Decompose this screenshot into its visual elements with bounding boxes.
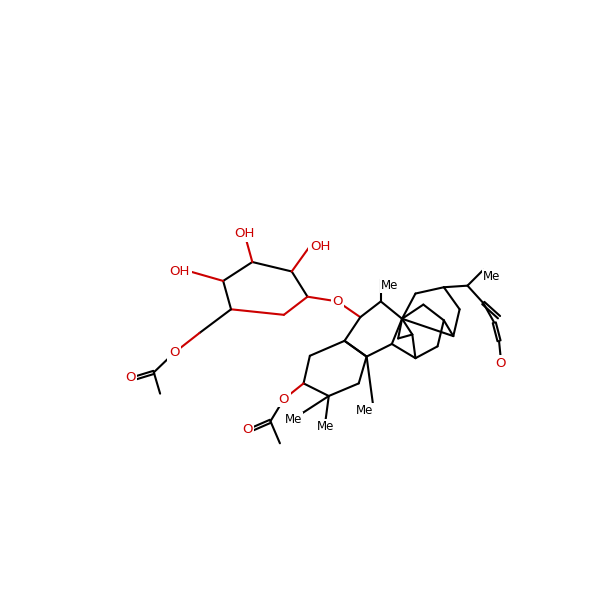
Text: O: O xyxy=(496,356,506,370)
Text: Me: Me xyxy=(381,280,398,292)
Text: Me: Me xyxy=(317,419,334,433)
Text: O: O xyxy=(278,392,289,406)
Text: Me: Me xyxy=(483,270,500,283)
Text: OH: OH xyxy=(170,265,190,278)
Text: O: O xyxy=(242,422,253,436)
Text: O: O xyxy=(332,295,343,308)
Text: OH: OH xyxy=(234,227,254,240)
Text: Me: Me xyxy=(284,413,302,427)
Text: Me: Me xyxy=(356,404,373,417)
Text: OH: OH xyxy=(310,240,330,253)
Text: O: O xyxy=(125,371,136,385)
Text: O: O xyxy=(169,346,179,359)
